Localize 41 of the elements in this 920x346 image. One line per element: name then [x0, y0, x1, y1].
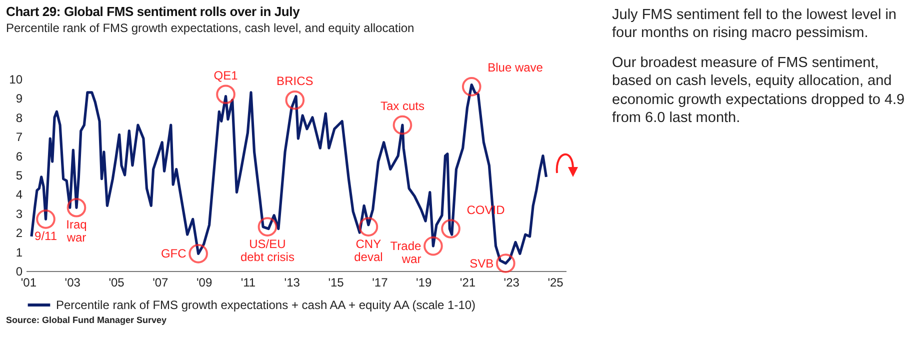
annotation: 9/11	[34, 229, 58, 244]
x-tick-label: '07	[152, 276, 169, 290]
y-tick-label: 2	[16, 226, 23, 240]
chart-title: Chart 29: Global FMS sentiment rolls over in July	[6, 4, 301, 19]
x-tick-label: '15	[328, 276, 344, 290]
annotation: Iraq war	[66, 218, 87, 245]
annotation: BRICS	[276, 74, 314, 88]
annotation: Trade war	[390, 239, 422, 266]
y-tick-label: 4	[16, 188, 23, 202]
annotation: QE1	[214, 68, 238, 82]
source-note: Source: Global Fund Manager Survey	[6, 315, 168, 325]
x-tick-label: '23	[504, 276, 520, 290]
annotation: GFC	[160, 246, 187, 261]
y-tick-label: 1	[16, 245, 23, 260]
x-tick-label: '21	[460, 276, 476, 290]
y-tick-label: 6	[16, 149, 23, 164]
x-tick-label: '05	[108, 276, 125, 290]
annotation: Blue wave	[488, 60, 544, 75]
y-tick-label: 8	[16, 110, 23, 125]
x-tick-label: '09	[196, 276, 212, 290]
y-tick-label: 9	[16, 92, 23, 106]
text: July FMS sentiment fell to the lowest level in four months on rising macro pessimism.	[612, 6, 898, 42]
x-tick-label: '13	[284, 276, 300, 290]
annotation: US/EU debt crisis	[240, 236, 294, 264]
annotation: Tax cuts	[380, 99, 424, 114]
x-tick-label: '25	[548, 276, 564, 290]
text: Our broadest measure of FMS sentiment, based on cash levels, equity allocation, and economic growth expectations dropped to 4.9 from 6.0 last month.	[612, 54, 906, 127]
y-tick-label: 5	[16, 168, 23, 182]
x-tick-label: '01	[20, 276, 37, 290]
x-tick-label: '17	[372, 276, 388, 290]
x-tick-label: '03	[64, 276, 81, 290]
legend-label: Percentile rank of FMS growth expectations + cash AA + equity AA (scale 1-10)	[56, 298, 476, 312]
chart-subtitle: Percentile rank of FMS growth expectations, cash level, and equity allocation	[6, 21, 416, 35]
annotation: CNY deval	[354, 236, 383, 264]
x-tick-label: '11	[240, 276, 256, 290]
y-tick-label: 0	[16, 264, 23, 278]
x-tick-label: '19	[416, 276, 432, 290]
y-tick-label: 7	[16, 130, 23, 144]
annotation: SVB	[470, 256, 494, 270]
y-tick-label: 10	[9, 72, 23, 86]
y-tick-label: 3	[16, 206, 23, 221]
